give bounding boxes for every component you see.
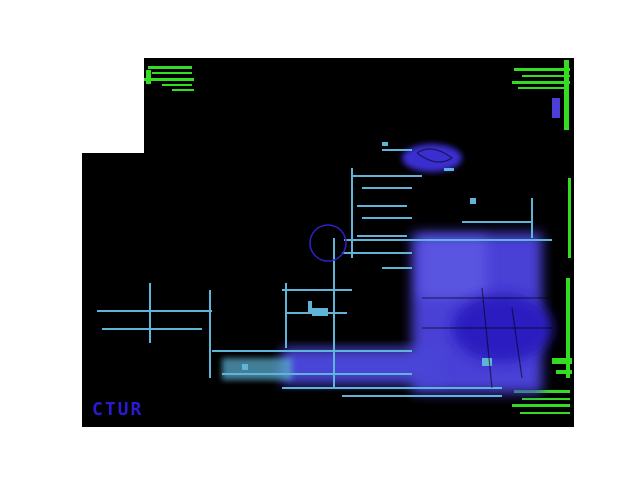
corner-text: CTUR bbox=[92, 399, 143, 420]
blue-glow-regions bbox=[222, 98, 560, 393]
image-canvas: CTUR bbox=[82, 58, 572, 420]
cyan-edge-lines bbox=[97, 149, 552, 397]
thermal-false-color-image: CTUR bbox=[82, 58, 574, 427]
dark-structure-lines bbox=[416, 148, 552, 389]
white-patch bbox=[82, 58, 144, 153]
green-edge-top-right bbox=[512, 60, 571, 258]
cyan-speckles bbox=[242, 142, 492, 370]
blue-circle-outline bbox=[309, 224, 347, 262]
green-edge-top-left bbox=[144, 66, 194, 91]
